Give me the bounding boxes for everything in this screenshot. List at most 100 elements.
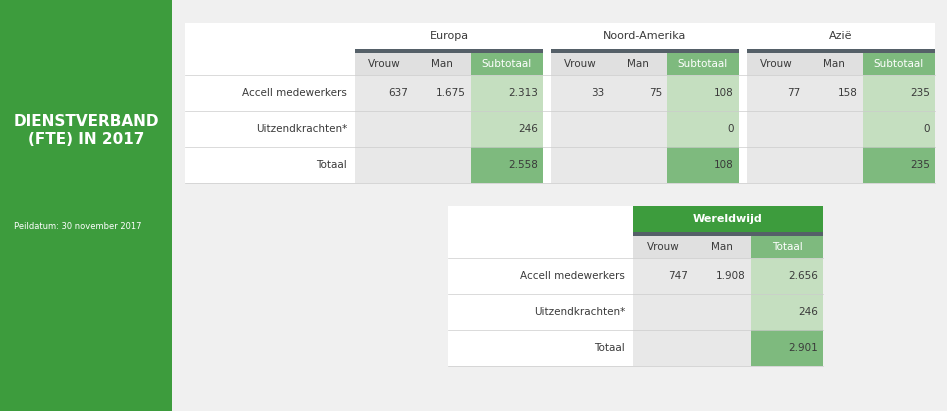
Text: (FTE) IN 2017: (FTE) IN 2017 bbox=[27, 132, 144, 148]
Bar bbox=[693, 330, 751, 366]
Bar bbox=[805, 147, 863, 183]
Bar bbox=[751, 294, 823, 330]
Text: Azië: Azië bbox=[830, 31, 852, 41]
Bar bbox=[747, 49, 935, 53]
Bar bbox=[185, 147, 355, 183]
Text: 747: 747 bbox=[669, 271, 688, 281]
Bar bbox=[448, 258, 633, 294]
Bar bbox=[185, 111, 355, 147]
Text: Wereldwijd: Wereldwijd bbox=[693, 214, 763, 224]
Bar bbox=[863, 147, 935, 183]
Text: Man: Man bbox=[627, 59, 649, 69]
Text: 2.558: 2.558 bbox=[509, 160, 538, 170]
Text: 77: 77 bbox=[787, 88, 800, 98]
Text: 0: 0 bbox=[727, 124, 734, 134]
Bar bbox=[805, 75, 863, 111]
Bar bbox=[693, 258, 751, 294]
Bar bbox=[747, 23, 935, 49]
Bar bbox=[185, 75, 355, 111]
Bar bbox=[355, 111, 413, 147]
Bar bbox=[633, 206, 823, 232]
Bar bbox=[185, 23, 935, 183]
Bar bbox=[448, 294, 633, 330]
Text: DIENSTVERBAND: DIENSTVERBAND bbox=[13, 113, 159, 129]
Bar bbox=[551, 23, 739, 49]
Bar bbox=[633, 236, 693, 258]
Text: Vrouw: Vrouw bbox=[647, 242, 679, 252]
Bar bbox=[551, 75, 609, 111]
Text: 1.908: 1.908 bbox=[716, 271, 746, 281]
Text: Totaal: Totaal bbox=[772, 242, 802, 252]
Bar bbox=[355, 147, 413, 183]
Text: Totaal: Totaal bbox=[316, 160, 347, 170]
Text: Subtotaal: Subtotaal bbox=[874, 59, 924, 69]
Text: Noord-Amerika: Noord-Amerika bbox=[603, 31, 687, 41]
Text: Vrouw: Vrouw bbox=[563, 59, 597, 69]
Bar bbox=[471, 53, 543, 75]
Bar bbox=[747, 111, 805, 147]
Bar bbox=[747, 53, 805, 75]
Bar bbox=[413, 53, 471, 75]
Text: 235: 235 bbox=[910, 160, 930, 170]
Bar bbox=[863, 111, 935, 147]
Text: 108: 108 bbox=[714, 88, 734, 98]
Text: 246: 246 bbox=[518, 124, 538, 134]
Text: 158: 158 bbox=[838, 88, 858, 98]
Bar bbox=[355, 53, 413, 75]
Bar bbox=[609, 147, 667, 183]
Text: 246: 246 bbox=[798, 307, 818, 317]
Text: 235: 235 bbox=[910, 88, 930, 98]
Bar bbox=[471, 75, 543, 111]
Text: 2.313: 2.313 bbox=[509, 88, 538, 98]
Bar bbox=[633, 294, 693, 330]
Bar bbox=[551, 53, 609, 75]
Bar bbox=[355, 75, 413, 111]
Bar bbox=[667, 147, 739, 183]
Bar bbox=[413, 75, 471, 111]
Bar bbox=[448, 330, 633, 366]
Text: 1.675: 1.675 bbox=[437, 88, 466, 98]
Text: Uitzendkrachten*: Uitzendkrachten* bbox=[534, 307, 625, 317]
Bar bbox=[633, 232, 823, 236]
Text: 637: 637 bbox=[388, 88, 408, 98]
Text: 75: 75 bbox=[649, 88, 662, 98]
Bar bbox=[751, 330, 823, 366]
Bar bbox=[667, 111, 739, 147]
Text: Subtotaal: Subtotaal bbox=[678, 59, 728, 69]
Text: Peildatum: 30 november 2017: Peildatum: 30 november 2017 bbox=[14, 222, 141, 231]
Bar bbox=[805, 111, 863, 147]
Text: Uitzendkrachten*: Uitzendkrachten* bbox=[256, 124, 347, 134]
Bar bbox=[355, 49, 543, 53]
Bar bbox=[667, 53, 739, 75]
Text: 33: 33 bbox=[591, 88, 604, 98]
Bar bbox=[471, 147, 543, 183]
Bar bbox=[471, 111, 543, 147]
Bar bbox=[448, 206, 823, 366]
Bar bbox=[751, 236, 823, 258]
Text: Man: Man bbox=[431, 59, 453, 69]
Text: 0: 0 bbox=[923, 124, 930, 134]
Bar bbox=[413, 111, 471, 147]
Text: Accell medewerkers: Accell medewerkers bbox=[520, 271, 625, 281]
Bar bbox=[609, 53, 667, 75]
Text: Accell medewerkers: Accell medewerkers bbox=[242, 88, 347, 98]
Bar bbox=[693, 236, 751, 258]
Bar bbox=[551, 111, 609, 147]
Bar bbox=[863, 75, 935, 111]
Bar bbox=[863, 53, 935, 75]
Bar bbox=[633, 330, 693, 366]
Text: Totaal: Totaal bbox=[595, 343, 625, 353]
Bar bbox=[751, 258, 823, 294]
Bar bbox=[667, 75, 739, 111]
Text: Vrouw: Vrouw bbox=[759, 59, 793, 69]
Bar bbox=[747, 75, 805, 111]
Bar bbox=[355, 23, 543, 49]
Bar bbox=[805, 53, 863, 75]
Text: Man: Man bbox=[711, 242, 733, 252]
Text: Europa: Europa bbox=[429, 31, 469, 41]
Text: Vrouw: Vrouw bbox=[367, 59, 401, 69]
Bar bbox=[609, 111, 667, 147]
Text: 2.901: 2.901 bbox=[788, 343, 818, 353]
Bar bbox=[413, 147, 471, 183]
Text: 2.656: 2.656 bbox=[788, 271, 818, 281]
